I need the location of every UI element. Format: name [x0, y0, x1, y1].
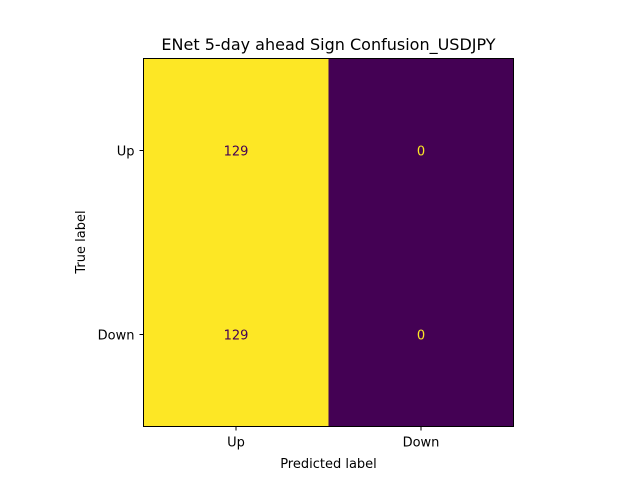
x-axis-ticks: Up Down: [227, 426, 440, 451]
cell-value-label: 129: [224, 329, 249, 344]
x-axis-label: Predicted label: [280, 457, 377, 472]
cell-label-group: 129 0 129 0: [224, 145, 426, 344]
y-tick-label: Down: [98, 329, 135, 344]
x-tick-label: Up: [227, 436, 245, 451]
matrix-cell: [328, 58, 514, 243]
x-tick-label: Down: [403, 436, 440, 451]
y-tick-label: Up: [117, 145, 135, 160]
y-axis-ticks: Up Down: [98, 145, 144, 344]
y-axis-label: True label: [74, 210, 89, 274]
cell-group: [143, 58, 514, 427]
cell-value-label: 0: [417, 329, 425, 344]
cell-value-label: 129: [224, 145, 249, 160]
chart-title: ENet 5-day ahead Sign Confusion_USDJPY: [161, 35, 495, 55]
matrix-cell: [143, 242, 329, 427]
cell-value-label: 0: [417, 145, 425, 160]
plot-frame: [143, 58, 514, 427]
matrix-cell: [143, 58, 329, 243]
matrix-cell: [328, 242, 514, 427]
